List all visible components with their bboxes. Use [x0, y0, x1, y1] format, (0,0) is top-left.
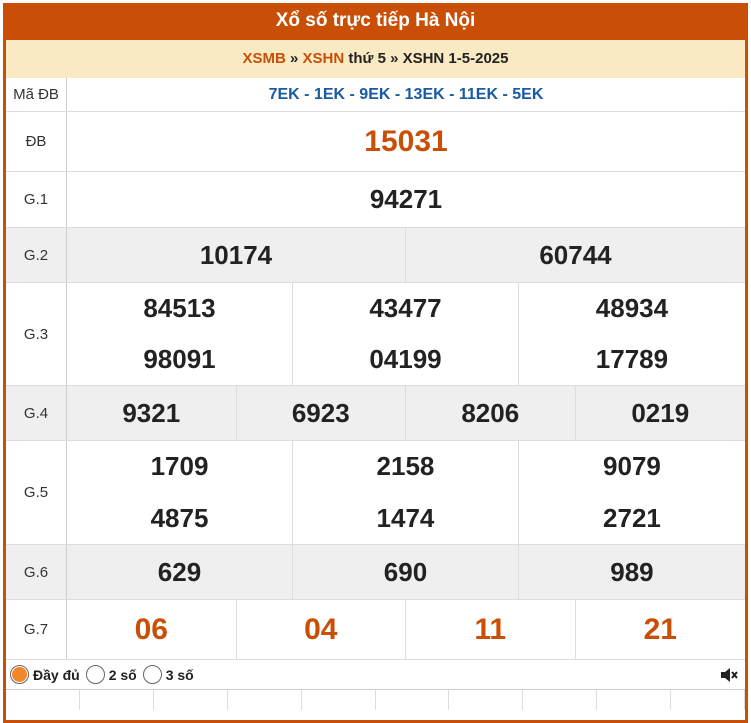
prize-label: G.5 [6, 441, 67, 544]
prize-number: 2158 [293, 441, 519, 493]
radio[interactable] [85, 665, 105, 684]
option-label: 3 số [165, 666, 194, 683]
prize-number: 1709 [67, 441, 293, 493]
prize-number: 9321 [67, 386, 237, 440]
prize-number: 17789 [595, 344, 669, 374]
breadcrumb-xsmb-link[interactable]: XSMB [242, 50, 286, 67]
speaker-muted-icon[interactable] [719, 665, 739, 688]
prize-row-g2: G.2 10174 60744 [6, 228, 745, 283]
prize-number: 43477 [293, 283, 519, 334]
prize-number: 8206 [406, 386, 576, 440]
prize-label: G.3 [6, 283, 67, 385]
prize-number: 04 [237, 600, 406, 659]
prize-number: 6923 [237, 386, 406, 440]
prize-number: 21 [643, 612, 677, 646]
prize-number: 48934 [595, 293, 669, 323]
prize-number: 690 [293, 545, 519, 599]
panel-title: Xổ số trực tiếp Hà Nội [6, 3, 745, 40]
option-label: Đầy đủ [33, 666, 80, 683]
prize-number: 11 [406, 600, 576, 659]
prize-row-đb: ĐB 15031 [6, 112, 745, 172]
prize-number: 04199 [293, 334, 519, 385]
prize-row-g4: G.4 9321 6923 8206 0219 [6, 386, 745, 441]
option-3-digits[interactable]: 3 số [142, 665, 194, 684]
prize-number: 0219 [631, 397, 690, 428]
prize-number: 629 [67, 545, 293, 599]
prize-number: 60744 [539, 239, 612, 270]
prize-label: G.4 [6, 386, 67, 440]
option-full[interactable]: Đầy đủ [10, 665, 80, 684]
prize-number: 84513 [67, 283, 293, 334]
breadcrumb: XSMB » XSHN thứ 5 » XSHN 1-5-2025 [6, 40, 745, 78]
prize-number: 989 [610, 556, 654, 587]
row-label: Mã ĐB [6, 78, 67, 111]
breadcrumb-xshn-link[interactable]: XSHN [302, 50, 345, 67]
prize-number: 2721 [603, 502, 661, 533]
prize-number: 4875 [67, 492, 293, 544]
prize-number: 15031 [364, 124, 448, 158]
special-code-row: Mã ĐB 7EK - 1EK - 9EK - 13EK - 11EK - 5E… [6, 78, 745, 112]
radio-selected[interactable] [10, 665, 29, 684]
prize-label: ĐB [6, 112, 67, 171]
prize-number: 06 [67, 600, 237, 659]
prize-number: 9079 [603, 451, 661, 482]
prize-row-g3: G.3 84513 43477 48934 98091 04199 17789 [6, 283, 745, 386]
option-label: 2 số [108, 666, 137, 683]
option-2-digits[interactable]: 2 số [85, 665, 137, 684]
prize-label: G.7 [6, 600, 67, 659]
radio[interactable] [142, 665, 162, 684]
prize-label: G.2 [6, 228, 67, 282]
prize-number: 94271 [369, 184, 443, 214]
prize-row-g5: G.5 1709 2158 9079 4875 1474 2721 [6, 441, 745, 545]
prize-number: 98091 [67, 334, 293, 385]
prize-number: 1474 [293, 492, 519, 544]
breadcrumb-current: thứ 5 » XSHN 1-5-2025 [344, 50, 509, 67]
prize-row-g6: G.6 629 690 989 [6, 545, 745, 600]
prize-label: G.6 [6, 545, 67, 599]
breadcrumb-separator: » [285, 50, 303, 67]
prize-label: G.1 [6, 172, 67, 227]
digit-table-header [6, 690, 746, 710]
special-codes: 7EK - 1EK - 9EK - 13EK - 11EK - 5EK [268, 85, 544, 103]
prize-number: 10174 [67, 228, 406, 282]
results-panel: Xổ số trực tiếp Hà Nội XSMB » XSHN thứ 5… [3, 3, 748, 723]
prize-row-g7: G.7 06 04 11 21 [6, 600, 745, 660]
prize-row-g1: G.1 94271 [6, 172, 745, 228]
display-options: Đầy đủ 2 số 3 số [6, 660, 745, 690]
